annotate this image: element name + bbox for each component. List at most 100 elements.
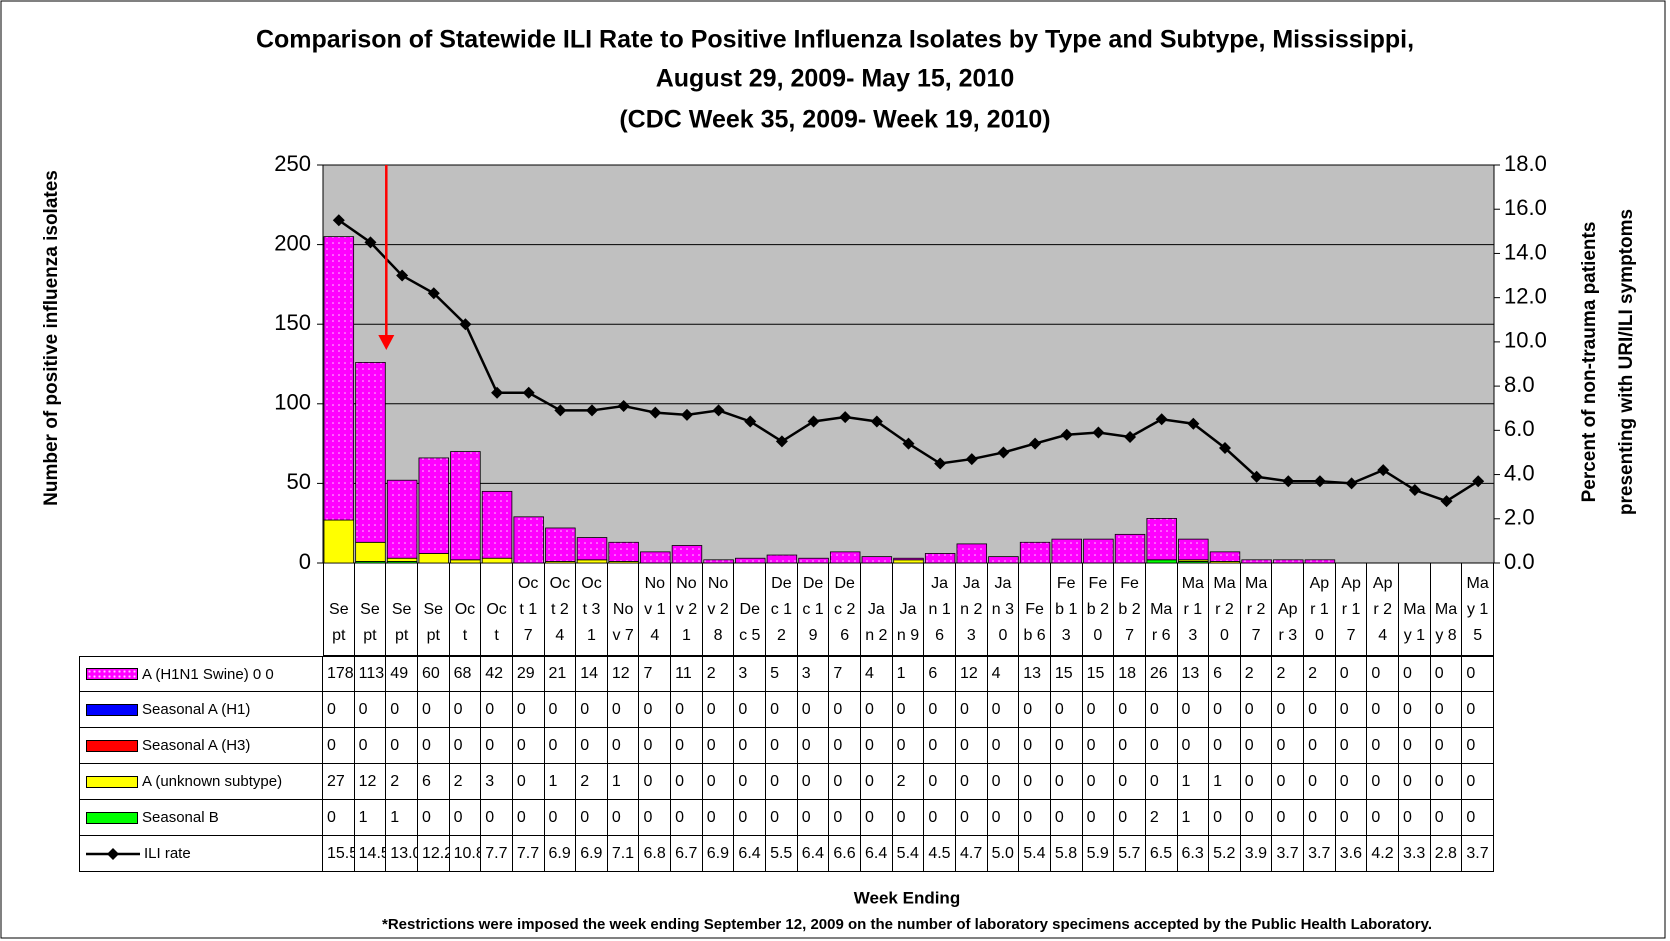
value-cell: 0 xyxy=(955,764,988,800)
cell-text: 0 xyxy=(1023,736,1033,754)
cell-text: 0 xyxy=(390,736,400,754)
cell-text: 0 xyxy=(801,772,811,790)
value-cell: 1 xyxy=(607,764,640,800)
y-axis-label: Number of positive influenza isolates xyxy=(41,170,62,506)
cell-text: 0 xyxy=(1308,808,1317,826)
cell-text: 4 xyxy=(991,665,1001,682)
cell-text: 0 xyxy=(928,808,938,826)
value-cell: 0 xyxy=(639,692,672,728)
value-cell: 7.7 xyxy=(512,836,545,872)
value-cell: 13 xyxy=(1177,656,1210,692)
cell-text: 0 xyxy=(865,700,874,718)
ili-marker xyxy=(744,415,757,428)
cell-text: 0 xyxy=(1213,736,1223,754)
cell-text: 0 xyxy=(959,808,969,826)
category-cell: Nov 28 xyxy=(702,563,735,656)
cell-text: 4 xyxy=(865,665,874,682)
value-cell: 5 xyxy=(766,656,798,692)
cell-text: 0 xyxy=(865,736,874,754)
y-tick-label: 150 xyxy=(274,310,311,335)
cell-text: 0 xyxy=(1054,700,1064,718)
bar-segment xyxy=(924,553,956,564)
value-cell: 0 xyxy=(766,800,798,836)
cell-text: 0 xyxy=(1466,700,1476,718)
ili-marker xyxy=(586,404,599,417)
cell-text: 7.7 xyxy=(516,844,540,862)
cell-text: 0 xyxy=(643,772,653,790)
cell-text: 1 xyxy=(896,665,906,682)
cell-text: 0 xyxy=(1434,665,1444,682)
value-cell: 3 xyxy=(481,764,513,800)
value-cell: 0 xyxy=(576,800,608,836)
value-cell: 6.5 xyxy=(1145,836,1178,872)
value-cell: 6.9 xyxy=(544,836,577,872)
cell-text: 2 xyxy=(390,772,400,790)
value-cell: 0 xyxy=(1145,692,1178,728)
cell-text: 0 xyxy=(1023,808,1033,826)
category-cell: Feb 27 xyxy=(1114,563,1146,656)
cell-text: 6.6 xyxy=(833,844,856,862)
ili-marker xyxy=(1124,430,1137,443)
value-cell: 0 xyxy=(734,764,767,800)
value-cell: 0 xyxy=(1209,800,1241,836)
cell-text: 6.4 xyxy=(738,844,761,862)
cell-text: 0 xyxy=(1371,700,1381,718)
cell-text: May 1 xyxy=(1403,601,1426,644)
cell-text: 13 xyxy=(1181,665,1200,682)
value-cell: 0 xyxy=(987,728,1020,764)
value-cell: 6 xyxy=(417,764,450,800)
value-cell: 5.4 xyxy=(892,836,925,872)
cell-text: Sept xyxy=(329,601,349,644)
value-cell: 113 xyxy=(354,656,387,692)
category-cell: Nov 14 xyxy=(639,563,672,656)
category-cell: May 8 xyxy=(1430,563,1463,656)
cell-text: 0 xyxy=(516,808,526,826)
value-cell: 0 xyxy=(576,692,608,728)
value-cell: 0 xyxy=(1050,764,1083,800)
category-cell: Jan 30 xyxy=(987,563,1020,656)
cell-text: 2 xyxy=(1276,665,1286,682)
value-cell: 5.8 xyxy=(1050,836,1083,872)
value-cell: 13 xyxy=(1019,656,1051,692)
cell-text: 0 xyxy=(959,700,969,718)
cell-text: 0 xyxy=(1118,700,1128,718)
category-cell: Oct 17 xyxy=(512,563,545,656)
value-cell: 6.9 xyxy=(576,836,608,872)
legend-cell: Seasonal B xyxy=(79,800,323,836)
value-cell: 3.7 xyxy=(1272,836,1305,872)
value-cell: 0 xyxy=(417,800,450,836)
cell-text: 0 xyxy=(485,808,495,826)
value-cell: 0 xyxy=(1272,764,1305,800)
cell-text: 0 xyxy=(1181,736,1191,754)
legend-marker xyxy=(107,847,119,860)
value-cell: 0 xyxy=(702,800,735,836)
value-cell: 0 xyxy=(1430,800,1463,836)
ili-marker xyxy=(870,415,883,428)
value-cell: 0 xyxy=(829,728,862,764)
value-cell: 0 xyxy=(797,764,830,800)
bar-segment xyxy=(355,362,386,543)
value-cell: 0 xyxy=(1430,728,1463,764)
cell-text: 0 xyxy=(421,736,431,754)
cell-text: 6.9 xyxy=(580,844,603,862)
value-cell: 15 xyxy=(1050,656,1083,692)
bar-segment xyxy=(1273,559,1304,564)
value-cell: 0 xyxy=(512,800,545,836)
value-cell: 0 xyxy=(1177,728,1210,764)
cell-text: 3.3 xyxy=(1403,844,1426,862)
cell-text: Apr 10 xyxy=(1309,575,1330,644)
bar-segment xyxy=(1083,538,1114,564)
value-cell: 1 xyxy=(544,764,577,800)
cell-text: 0 xyxy=(390,700,400,718)
cell-text: Oct 24 xyxy=(549,575,571,644)
value-cell: 0 xyxy=(1019,728,1051,764)
category-cell: Oct xyxy=(481,563,513,656)
value-cell: 2 xyxy=(1272,656,1305,692)
value-cell: 0 xyxy=(386,728,418,764)
cell-text: 68 xyxy=(453,665,472,682)
value-cell: 0 xyxy=(892,692,925,728)
y-tick-label: 50 xyxy=(287,469,311,494)
cell-text: 0 xyxy=(1434,700,1444,718)
cell-text: 0 xyxy=(1339,700,1349,718)
category-cell: Feb 13 xyxy=(1050,563,1083,656)
